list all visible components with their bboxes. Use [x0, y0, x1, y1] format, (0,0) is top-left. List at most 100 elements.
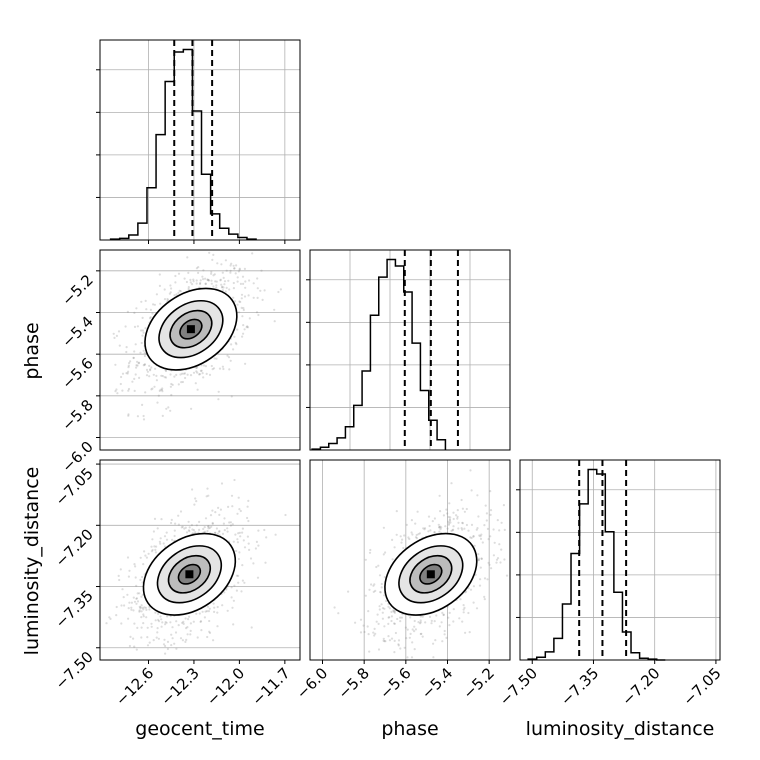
scatter-point: [117, 574, 120, 578]
scatter-point: [503, 558, 506, 561]
scatter-point: [127, 366, 130, 369]
scatter-point: [410, 519, 413, 522]
scatter-point: [485, 519, 488, 522]
scatter-point: [155, 374, 158, 377]
scatter-point: [237, 270, 240, 273]
scatter-point: [234, 533, 237, 536]
scatter-point: [226, 527, 229, 530]
scatter-point: [205, 372, 208, 375]
scatter-point: [175, 620, 178, 623]
scatter-point: [135, 584, 138, 587]
scatter-point: [165, 407, 168, 410]
scatter-point: [202, 527, 205, 531]
scatter-point: [159, 542, 162, 545]
scatter-point: [421, 615, 424, 618]
scatter-point: [135, 366, 138, 369]
scatter-point: [146, 626, 149, 629]
scatter-point: [406, 628, 409, 631]
scatter-point: [238, 300, 241, 303]
scatter-point: [495, 558, 499, 561]
scatter-point: [204, 277, 207, 280]
scatter-point: [139, 351, 142, 354]
scatter-point: [446, 512, 449, 515]
scatter-point: [251, 252, 254, 255]
scatter-point: [173, 375, 176, 378]
scatter-point: [153, 303, 156, 306]
scatter-point: [151, 548, 154, 552]
scatter-point: [170, 633, 173, 636]
scatter-point: [242, 324, 245, 327]
scatter-point: [170, 518, 173, 522]
scatter-point: [114, 390, 117, 393]
scatter-point: [446, 527, 449, 530]
scatter-point: [132, 356, 135, 360]
scatter-point: [229, 359, 232, 362]
scatter-point: [218, 529, 221, 533]
scatter-point: [241, 527, 244, 530]
scatter-point: [134, 565, 137, 568]
scatter-point: [217, 506, 220, 509]
scatter-point: [137, 361, 141, 364]
scatter-point: [157, 612, 160, 616]
scatter-point: [157, 637, 160, 640]
scatter-point: [414, 522, 417, 525]
scatter-point: [203, 616, 206, 619]
scatter-point: [194, 382, 197, 385]
scatter-point: [413, 619, 416, 623]
scatter-point: [132, 609, 135, 612]
scatter-point: [193, 503, 196, 506]
scatter-point: [164, 376, 168, 379]
scatter-point: [204, 610, 207, 613]
scatter-time-phase-frame: [99, 249, 301, 451]
scatter-point: [165, 369, 168, 373]
scatter-point: [246, 516, 249, 520]
scatter-point: [115, 605, 118, 609]
scatter-point: [492, 528, 495, 531]
scatter-point: [134, 343, 137, 346]
scatter-point: [378, 574, 382, 577]
scatter-point: [461, 521, 464, 524]
scatter-point: [240, 297, 243, 300]
scatter-point: [241, 564, 244, 567]
scatter-point: [163, 545, 167, 548]
scatter-point: [127, 575, 130, 578]
scatter-point: [240, 293, 244, 296]
scatter-point: [221, 604, 224, 607]
scatter-point: [218, 367, 222, 370]
scatter-point: [250, 626, 253, 629]
scatter-point: [121, 389, 124, 392]
scatter-point: [144, 606, 147, 609]
scatter-point: [215, 527, 218, 530]
scatter-point: [174, 631, 178, 634]
scatter-point: [226, 609, 229, 612]
scatter-point: [239, 535, 242, 538]
scatter-point: [246, 535, 249, 538]
scatter-point: [431, 520, 434, 523]
scatter-point: [158, 389, 161, 392]
scatter-point: [210, 525, 213, 528]
scatter-point: [404, 626, 407, 629]
scatter-point: [198, 520, 201, 524]
scatter-point: [242, 332, 245, 335]
scatter-point: [373, 583, 376, 586]
scatter-point: [405, 523, 408, 527]
scatter-point: [154, 367, 157, 370]
scatter-point: [259, 289, 262, 292]
scatter-point: [189, 622, 192, 625]
scatter-point: [232, 348, 235, 351]
scatter-point: [472, 535, 475, 538]
scatter-point: [236, 276, 239, 279]
scatter-point: [393, 546, 396, 549]
scatter-point: [213, 606, 216, 609]
scatter-point: [227, 356, 231, 359]
scatter-point: [151, 387, 154, 390]
scatter-point: [381, 607, 385, 610]
scatter-point: [232, 599, 235, 602]
scatter-point: [479, 566, 482, 569]
scatter-point: [222, 367, 225, 371]
scatter-point: [231, 505, 234, 508]
scatter-point: [156, 627, 159, 630]
scatter-point: [144, 391, 147, 394]
scatter-point: [432, 642, 435, 645]
scatter-point: [487, 561, 490, 565]
